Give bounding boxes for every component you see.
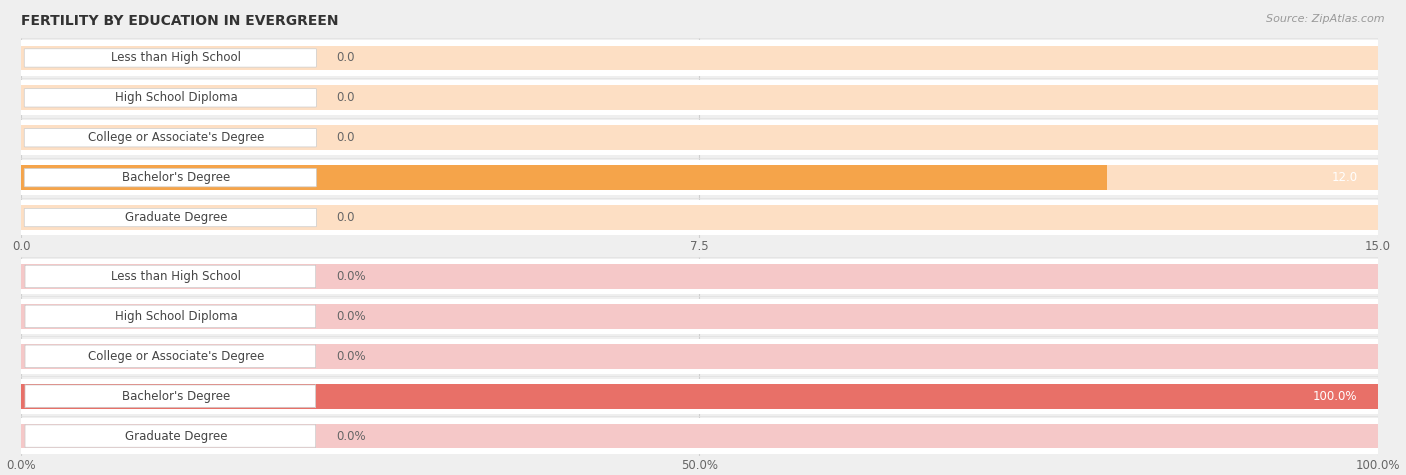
Text: Graduate Degree: Graduate Degree — [125, 429, 228, 443]
FancyBboxPatch shape — [24, 169, 316, 187]
Bar — [21, 160, 1378, 195]
Text: Graduate Degree: Graduate Degree — [125, 211, 228, 224]
Text: 0.0: 0.0 — [336, 211, 354, 224]
Text: College or Associate's Degree: College or Associate's Degree — [89, 131, 264, 144]
FancyBboxPatch shape — [25, 385, 316, 408]
Bar — [21, 125, 1378, 150]
Text: 0.0%: 0.0% — [336, 429, 366, 443]
Bar — [21, 384, 1378, 408]
Bar — [21, 46, 1378, 70]
Text: 12.0: 12.0 — [1331, 171, 1358, 184]
Text: 0.0%: 0.0% — [336, 270, 366, 283]
Text: Source: ZipAtlas.com: Source: ZipAtlas.com — [1267, 14, 1385, 24]
Bar — [21, 205, 1378, 230]
Bar — [21, 418, 1378, 454]
FancyBboxPatch shape — [25, 305, 316, 328]
Bar — [21, 200, 1378, 235]
Bar — [21, 264, 1378, 289]
Text: 0.0: 0.0 — [336, 91, 354, 104]
Text: Bachelor's Degree: Bachelor's Degree — [122, 171, 231, 184]
Bar — [21, 40, 1378, 76]
Text: 0.0%: 0.0% — [336, 310, 366, 323]
Bar — [21, 304, 1378, 329]
Bar — [21, 86, 1378, 110]
Text: 0.0%: 0.0% — [336, 350, 366, 363]
Text: 100.0%: 100.0% — [1313, 390, 1358, 403]
Text: College or Associate's Degree: College or Associate's Degree — [89, 350, 264, 363]
Text: FERTILITY BY EDUCATION IN EVERGREEN: FERTILITY BY EDUCATION IN EVERGREEN — [21, 14, 339, 28]
FancyBboxPatch shape — [25, 425, 316, 447]
FancyBboxPatch shape — [24, 49, 316, 67]
Bar — [21, 424, 1378, 448]
FancyBboxPatch shape — [24, 89, 316, 107]
Text: Bachelor's Degree: Bachelor's Degree — [122, 390, 231, 403]
FancyBboxPatch shape — [25, 265, 316, 288]
Bar — [21, 259, 1378, 294]
Text: 0.0: 0.0 — [336, 131, 354, 144]
Text: High School Diploma: High School Diploma — [115, 91, 238, 104]
Bar — [21, 120, 1378, 155]
Text: Less than High School: Less than High School — [111, 270, 242, 283]
Bar — [21, 339, 1378, 374]
FancyBboxPatch shape — [24, 129, 316, 147]
Bar — [21, 379, 1378, 414]
Text: 0.0: 0.0 — [336, 51, 354, 65]
Text: Less than High School: Less than High School — [111, 51, 242, 65]
Bar — [21, 165, 1107, 190]
Bar — [21, 165, 1378, 190]
FancyBboxPatch shape — [25, 345, 316, 368]
Bar — [21, 299, 1378, 334]
Text: High School Diploma: High School Diploma — [115, 310, 238, 323]
Bar — [21, 344, 1378, 369]
Bar — [21, 80, 1378, 115]
FancyBboxPatch shape — [24, 209, 316, 227]
Bar — [21, 384, 1378, 408]
